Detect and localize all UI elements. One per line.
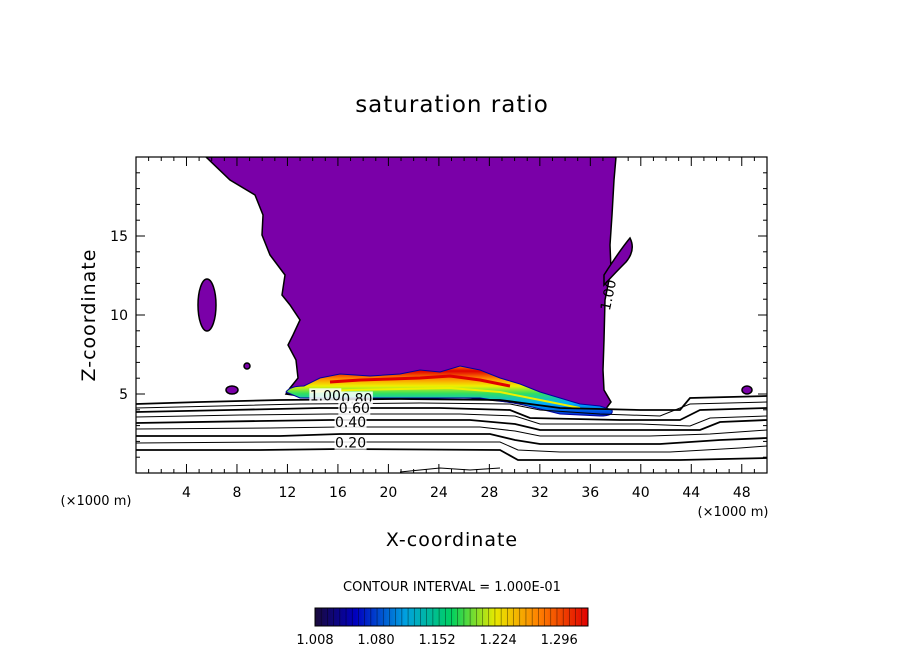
contour-label: 0.40 [335,415,366,431]
colorbar-tick-label: 1.008 [296,633,333,648]
x-tick-label: 4 [182,485,191,501]
x-tick-label: 44 [682,485,700,501]
x-tick-label: 16 [329,485,347,501]
contour-label-bg [334,415,367,430]
contour-lines [136,395,767,473]
colorbar-ticks: 1.008 1.080 1.152 1.224 1.296 [296,608,583,648]
chart-title: saturation ratio [355,92,549,118]
isolated-cell [603,236,633,287]
colorbar-tick-label: 1.296 [541,633,578,648]
contour-label-bg [334,435,367,450]
contour-label: 0.60 [339,401,370,417]
isolated-cell [243,362,251,370]
contour-label-bg [338,400,371,415]
x-tick-label: 48 [733,485,751,501]
contour-labels: 1.00 0.800.600.400.201.00 [309,278,620,452]
x-tick-label: 20 [379,485,397,501]
contour-label: 1.00 [598,278,620,312]
contour-label-bg [309,388,342,403]
x-tick-label: 8 [232,485,241,501]
y-tick-label: 10 [110,308,128,324]
contour-interval-label: CONTOUR INTERVAL = 1.000E-01 [343,580,561,595]
colorbar-tick-label: 1.080 [357,633,394,648]
y-tick-label: 5 [119,387,128,403]
y-tick-label: 15 [110,229,128,245]
x-tick-label: 36 [581,485,599,501]
x-tick-label: 40 [632,485,650,501]
x-unit-label-left: (×1000 m) [61,494,132,509]
contour-label: 1.00 [310,388,341,404]
x-tick-label: 12 [279,485,297,501]
isolated-cell [741,385,753,395]
x-tick-label: 32 [531,485,549,501]
plot-area [136,157,767,473]
x-axis-title: X-coordinate [386,529,518,551]
isolated-cell [197,278,217,332]
isolated-cell [225,385,239,395]
x-unit-label-right: (×1000 m) [698,505,769,520]
colorbar-tick-label: 1.152 [418,633,455,648]
x-tick-label: 28 [480,485,498,501]
colorbar-tick-label: 1.224 [480,633,517,648]
contour-label: 0.20 [335,436,366,452]
y-axis-title: Z-coordinate [78,249,100,382]
x-tick-label: 24 [430,485,448,501]
